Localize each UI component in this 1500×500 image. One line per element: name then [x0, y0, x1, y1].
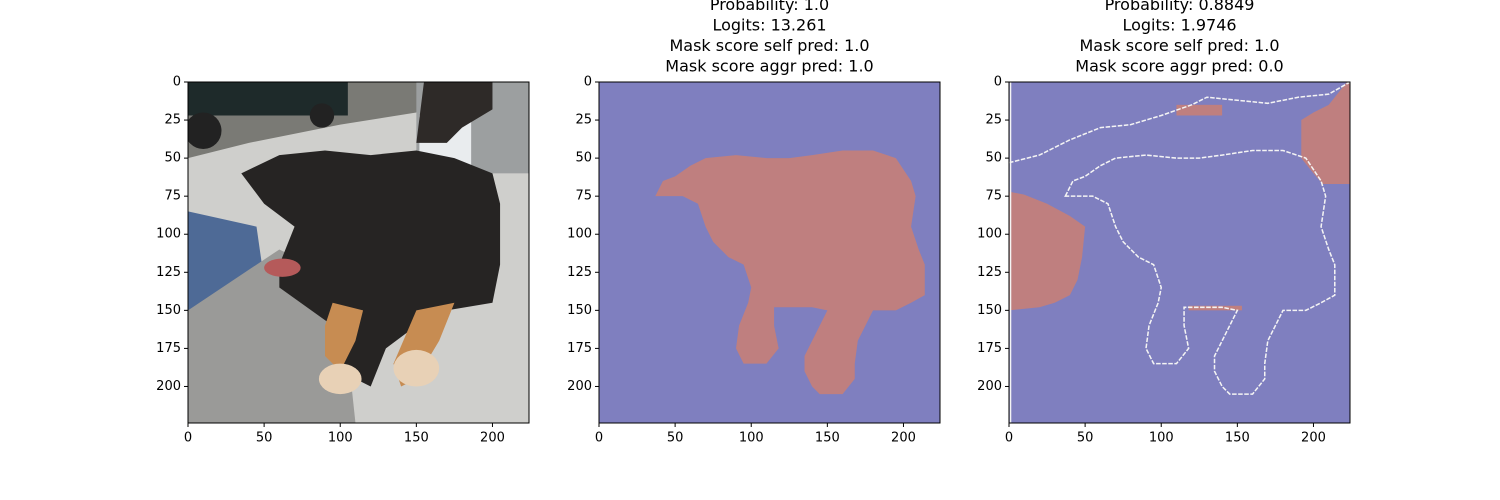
y-tick-label: 50: [575, 151, 592, 166]
y-tick-label: 25: [575, 113, 592, 128]
y-tick-label: 175: [977, 341, 1002, 356]
chart-title: Mask score aggr pred: 0.0: [1075, 57, 1283, 76]
y-tick-label: 150: [567, 303, 592, 318]
axes-frame: [598, 81, 941, 424]
chart-title: Logits: 13.261: [712, 16, 826, 35]
y-tick-label: 0: [994, 75, 1002, 90]
chart-title: Probability: 0.8849: [1105, 0, 1255, 14]
y-tick-label: 75: [985, 189, 1002, 204]
x-tick-label: 50: [256, 431, 273, 446]
y-tick-label: 200: [156, 379, 181, 394]
y-tick-label: 100: [156, 227, 181, 242]
x-tick-label: 50: [667, 431, 684, 446]
y-tick-label: 175: [567, 341, 592, 356]
x-tick-label: 150: [815, 431, 840, 446]
y-tick-label: 75: [164, 189, 181, 204]
y-tick-label: 100: [567, 227, 592, 242]
x-tick-label: 150: [1225, 431, 1250, 446]
y-tick-label: 50: [985, 151, 1002, 166]
x-tick-label: 200: [1301, 431, 1326, 446]
x-tick-label: 0: [184, 431, 192, 446]
y-tick-label: 75: [575, 189, 592, 204]
y-tick-label: 200: [567, 379, 592, 394]
chart-title: Mask score aggr pred: 1.0: [665, 57, 873, 76]
y-tick-label: 50: [164, 151, 181, 166]
x-tick-label: 0: [595, 431, 603, 446]
y-tick-label: 125: [156, 265, 181, 280]
dog-photo: [188, 82, 529, 423]
x-tick-label: 100: [739, 431, 764, 446]
mask-prediction: [599, 82, 940, 423]
chart-title: Probability: 1.0: [710, 0, 829, 14]
x-tick-label: 200: [480, 431, 505, 446]
x-tick-label: 200: [891, 431, 916, 446]
x-tick-label: 100: [328, 431, 353, 446]
x-tick-label: 0: [1005, 431, 1013, 446]
y-tick-label: 125: [977, 265, 1002, 280]
x-tick-label: 50: [1077, 431, 1094, 446]
y-tick-label: 175: [156, 341, 181, 356]
chart-title: Logits: 1.9746: [1122, 16, 1236, 35]
y-tick-label: 0: [584, 75, 592, 90]
y-tick-label: 150: [977, 303, 1002, 318]
mask-aggregate: [1009, 82, 1351, 424]
axes-frame: [187, 81, 530, 424]
y-tick-label: 200: [977, 379, 1002, 394]
x-tick-label: 100: [1149, 431, 1174, 446]
chart-title: Mask score self pred: 1.0: [669, 36, 869, 55]
x-tick-label: 150: [404, 431, 429, 446]
y-tick-label: 25: [985, 113, 1002, 128]
y-tick-label: 100: [977, 227, 1002, 242]
y-tick-label: 25: [164, 113, 181, 128]
chart-title: Mask score self pred: 1.0: [1079, 36, 1279, 55]
y-tick-label: 0: [173, 75, 181, 90]
y-tick-label: 125: [567, 265, 592, 280]
axes-frame: [1008, 81, 1351, 424]
y-tick-label: 150: [156, 303, 181, 318]
